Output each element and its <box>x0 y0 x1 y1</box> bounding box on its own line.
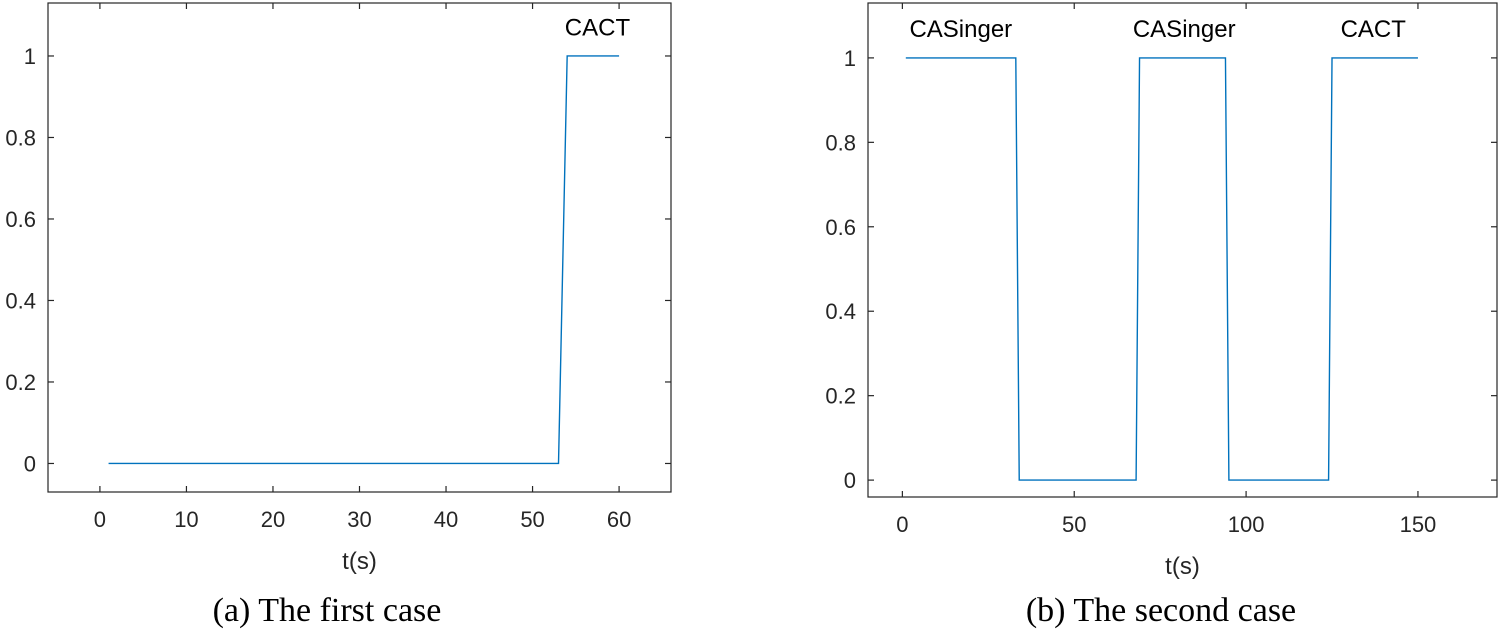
x-axis-label: t(s) <box>342 548 377 575</box>
x-tick-label: 30 <box>347 507 371 532</box>
annotation-label: CACT <box>1341 16 1407 43</box>
series-line <box>905 57 1418 481</box>
y-tick-label: 0 <box>844 468 856 493</box>
x-tick-label: 60 <box>607 507 631 532</box>
y-tick-label: 0.4 <box>5 288 36 313</box>
y-tick-label: 0.6 <box>825 215 856 240</box>
chart-caption: (a) The first case <box>213 592 442 629</box>
chart-second-case: 0 50 100 150 0 0.2 0.4 0.6 0.8 1 CASinger CASinger C… <box>825 2 1498 629</box>
annotation-label: CACT <box>565 15 631 42</box>
series-line <box>108 55 620 465</box>
chart-first-case: 0 10 20 30 40 50 60 0 0.2 0.4 0.6 0.8 1 CACT t(s) (a) T… <box>5 2 672 629</box>
annotation-label: CASinger <box>1133 16 1236 43</box>
x-tick-label: 50 <box>1062 512 1086 537</box>
x-tick-label: 20 <box>261 507 285 532</box>
plot-frame <box>47 2 672 493</box>
y-tick-label: 0.2 <box>5 370 36 395</box>
y-tick-label: 0.4 <box>825 299 856 324</box>
x-tick-label: 50 <box>520 507 544 532</box>
y-tick-label: 0.8 <box>825 130 856 155</box>
x-tick-label: 10 <box>174 507 198 532</box>
y-tick-label: 0.6 <box>5 207 36 232</box>
y-tick-label: 1 <box>24 44 36 69</box>
y-tick-label: 1 <box>844 46 856 71</box>
x-tick-label: 0 <box>896 512 908 537</box>
x-tick-label: 150 <box>1400 512 1437 537</box>
chart-caption: (b) The second case <box>1026 592 1296 629</box>
x-tick-label: 0 <box>94 507 106 532</box>
y-tick-label: 0 <box>24 451 36 476</box>
plot-frame <box>867 2 1498 498</box>
y-tick-label: 0.2 <box>825 384 856 409</box>
y-tick-label: 0.8 <box>5 125 36 150</box>
x-tick-label: 40 <box>434 507 458 532</box>
x-axis-label: t(s) <box>1165 553 1200 580</box>
x-tick-label: 100 <box>1228 512 1265 537</box>
annotation-label: CASinger <box>909 16 1012 43</box>
